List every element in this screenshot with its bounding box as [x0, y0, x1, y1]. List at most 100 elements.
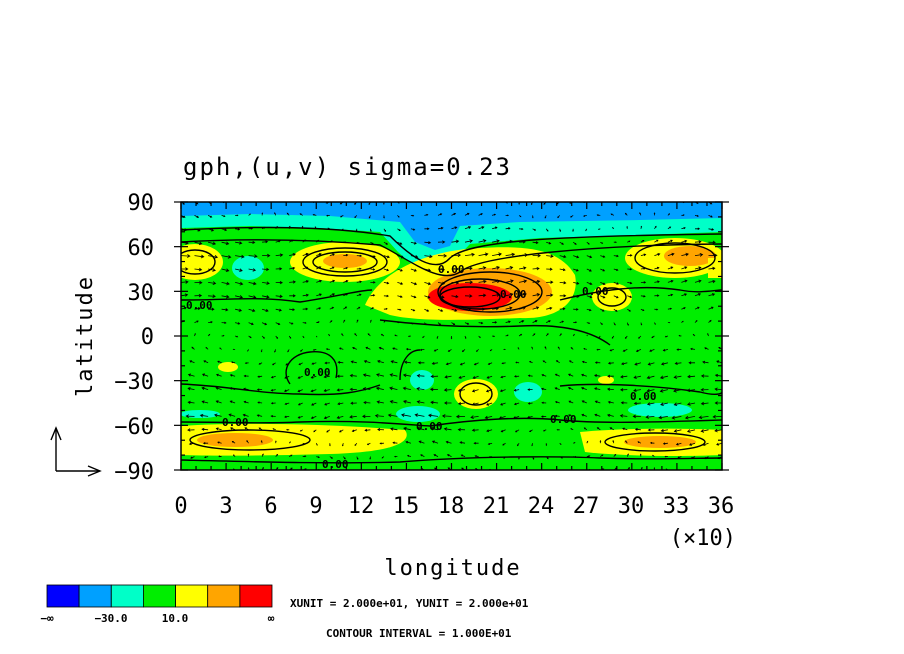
wind-vector: [473, 362, 479, 366]
wind-vector: [424, 322, 427, 326]
wind-vector: [492, 252, 502, 257]
wind-vector: [275, 267, 283, 271]
wind-vector: [546, 280, 554, 284]
wind-vector: [599, 440, 602, 444]
wind-vector: [450, 336, 453, 340]
wind-vector: [215, 427, 222, 431]
wind-vector: [515, 361, 520, 364]
wind-vector: [326, 429, 331, 433]
wind-vector: [546, 306, 553, 310]
wind-vector: [323, 416, 330, 420]
wind-vector: [262, 295, 270, 299]
wind-vector: [586, 440, 589, 444]
wind-vector: [416, 387, 425, 391]
wind-vector: [613, 322, 616, 326]
wind-vector: [681, 279, 688, 283]
wind-vector: [397, 321, 400, 324]
wind-vector: [362, 373, 371, 377]
wind-vector: [310, 375, 317, 379]
wind-vector: [370, 255, 376, 258]
wind-vector: [664, 455, 668, 458]
y-tick-label: −30: [114, 370, 154, 395]
wind-vector: [443, 427, 452, 431]
wind-vector: [356, 456, 359, 460]
wind-vector: [694, 306, 700, 310]
wind-vector: [258, 362, 263, 365]
wind-vector: [367, 333, 371, 337]
wind-vector: [478, 252, 489, 257]
wind-vector: [430, 400, 439, 405]
wind-vector: [429, 426, 439, 431]
wind-vector: [681, 239, 688, 243]
wind-vector: [613, 282, 620, 285]
wind-vector: [472, 375, 479, 379]
wind-vector: [634, 362, 642, 366]
wind-vector: [424, 213, 429, 216]
wind-vector: [378, 346, 385, 350]
wind-vector: [659, 375, 668, 380]
wind-vector: [492, 307, 499, 311]
wind-vector: [464, 266, 473, 271]
wind-vector: [221, 294, 230, 299]
wind-vector: [694, 253, 704, 257]
wind-vector: [559, 268, 566, 272]
wind-vector: [376, 400, 384, 404]
wind-vector: [559, 255, 567, 259]
wind-vector: [640, 281, 647, 284]
wind-vector: [185, 414, 195, 419]
x-tick-label: 3: [219, 494, 232, 519]
wind-vector: [721, 281, 722, 283]
wind-vector: [478, 266, 487, 270]
wind-vector: [581, 413, 587, 417]
wind-vector: [568, 400, 574, 404]
wind-vector: [351, 429, 357, 432]
wind-vector: [181, 389, 182, 390]
wind-vector: [354, 333, 358, 337]
wind-vector: [390, 360, 398, 364]
wind-vector: [394, 334, 398, 337]
wind-vector: [677, 456, 682, 459]
wind-vector: [389, 373, 398, 377]
wind-vector: [202, 441, 209, 445]
wind-vector: [383, 281, 390, 285]
wind-vector: [377, 359, 385, 364]
wind-vector: [235, 241, 243, 245]
wind-vector: [231, 441, 236, 444]
wind-vector: [503, 348, 506, 351]
wind-vector: [329, 240, 333, 243]
wind-vector: [316, 456, 320, 459]
wind-vector: [261, 308, 269, 312]
low-s3: [514, 382, 542, 402]
low-s4: [628, 403, 692, 417]
wind-vector: [681, 320, 684, 323]
wind-vector: [368, 215, 371, 219]
wind-vector: [531, 346, 533, 350]
wind-vector: [257, 401, 263, 404]
wind-vector: [505, 279, 514, 283]
wind-vector: [607, 361, 614, 365]
wind-vector: [208, 268, 216, 272]
wind-vector: [417, 361, 425, 365]
wind-vector: [649, 441, 655, 445]
wind-vector: [491, 213, 497, 216]
wind-vector: [235, 254, 245, 259]
wind-vector: [708, 215, 713, 218]
wind-vector: [688, 442, 696, 446]
wind-vector: [194, 254, 205, 259]
high-s2: [218, 362, 238, 372]
wind-vector: [500, 429, 506, 433]
wind-vector: [694, 266, 702, 270]
wind-vector: [688, 361, 695, 365]
wind-vector: [722, 268, 729, 271]
wind-vector: [370, 241, 374, 245]
contour-label: 0.00: [438, 263, 465, 276]
wind-vector: [436, 335, 439, 340]
wind-vector: [302, 307, 309, 311]
low-s5: [181, 410, 220, 418]
wind-vector: [478, 279, 487, 284]
wind-vector: [518, 306, 526, 310]
wind-vector: [505, 334, 509, 337]
reference-vector-icon: [50, 426, 102, 477]
wind-vector: [518, 215, 522, 218]
wind-vector: [498, 416, 506, 420]
